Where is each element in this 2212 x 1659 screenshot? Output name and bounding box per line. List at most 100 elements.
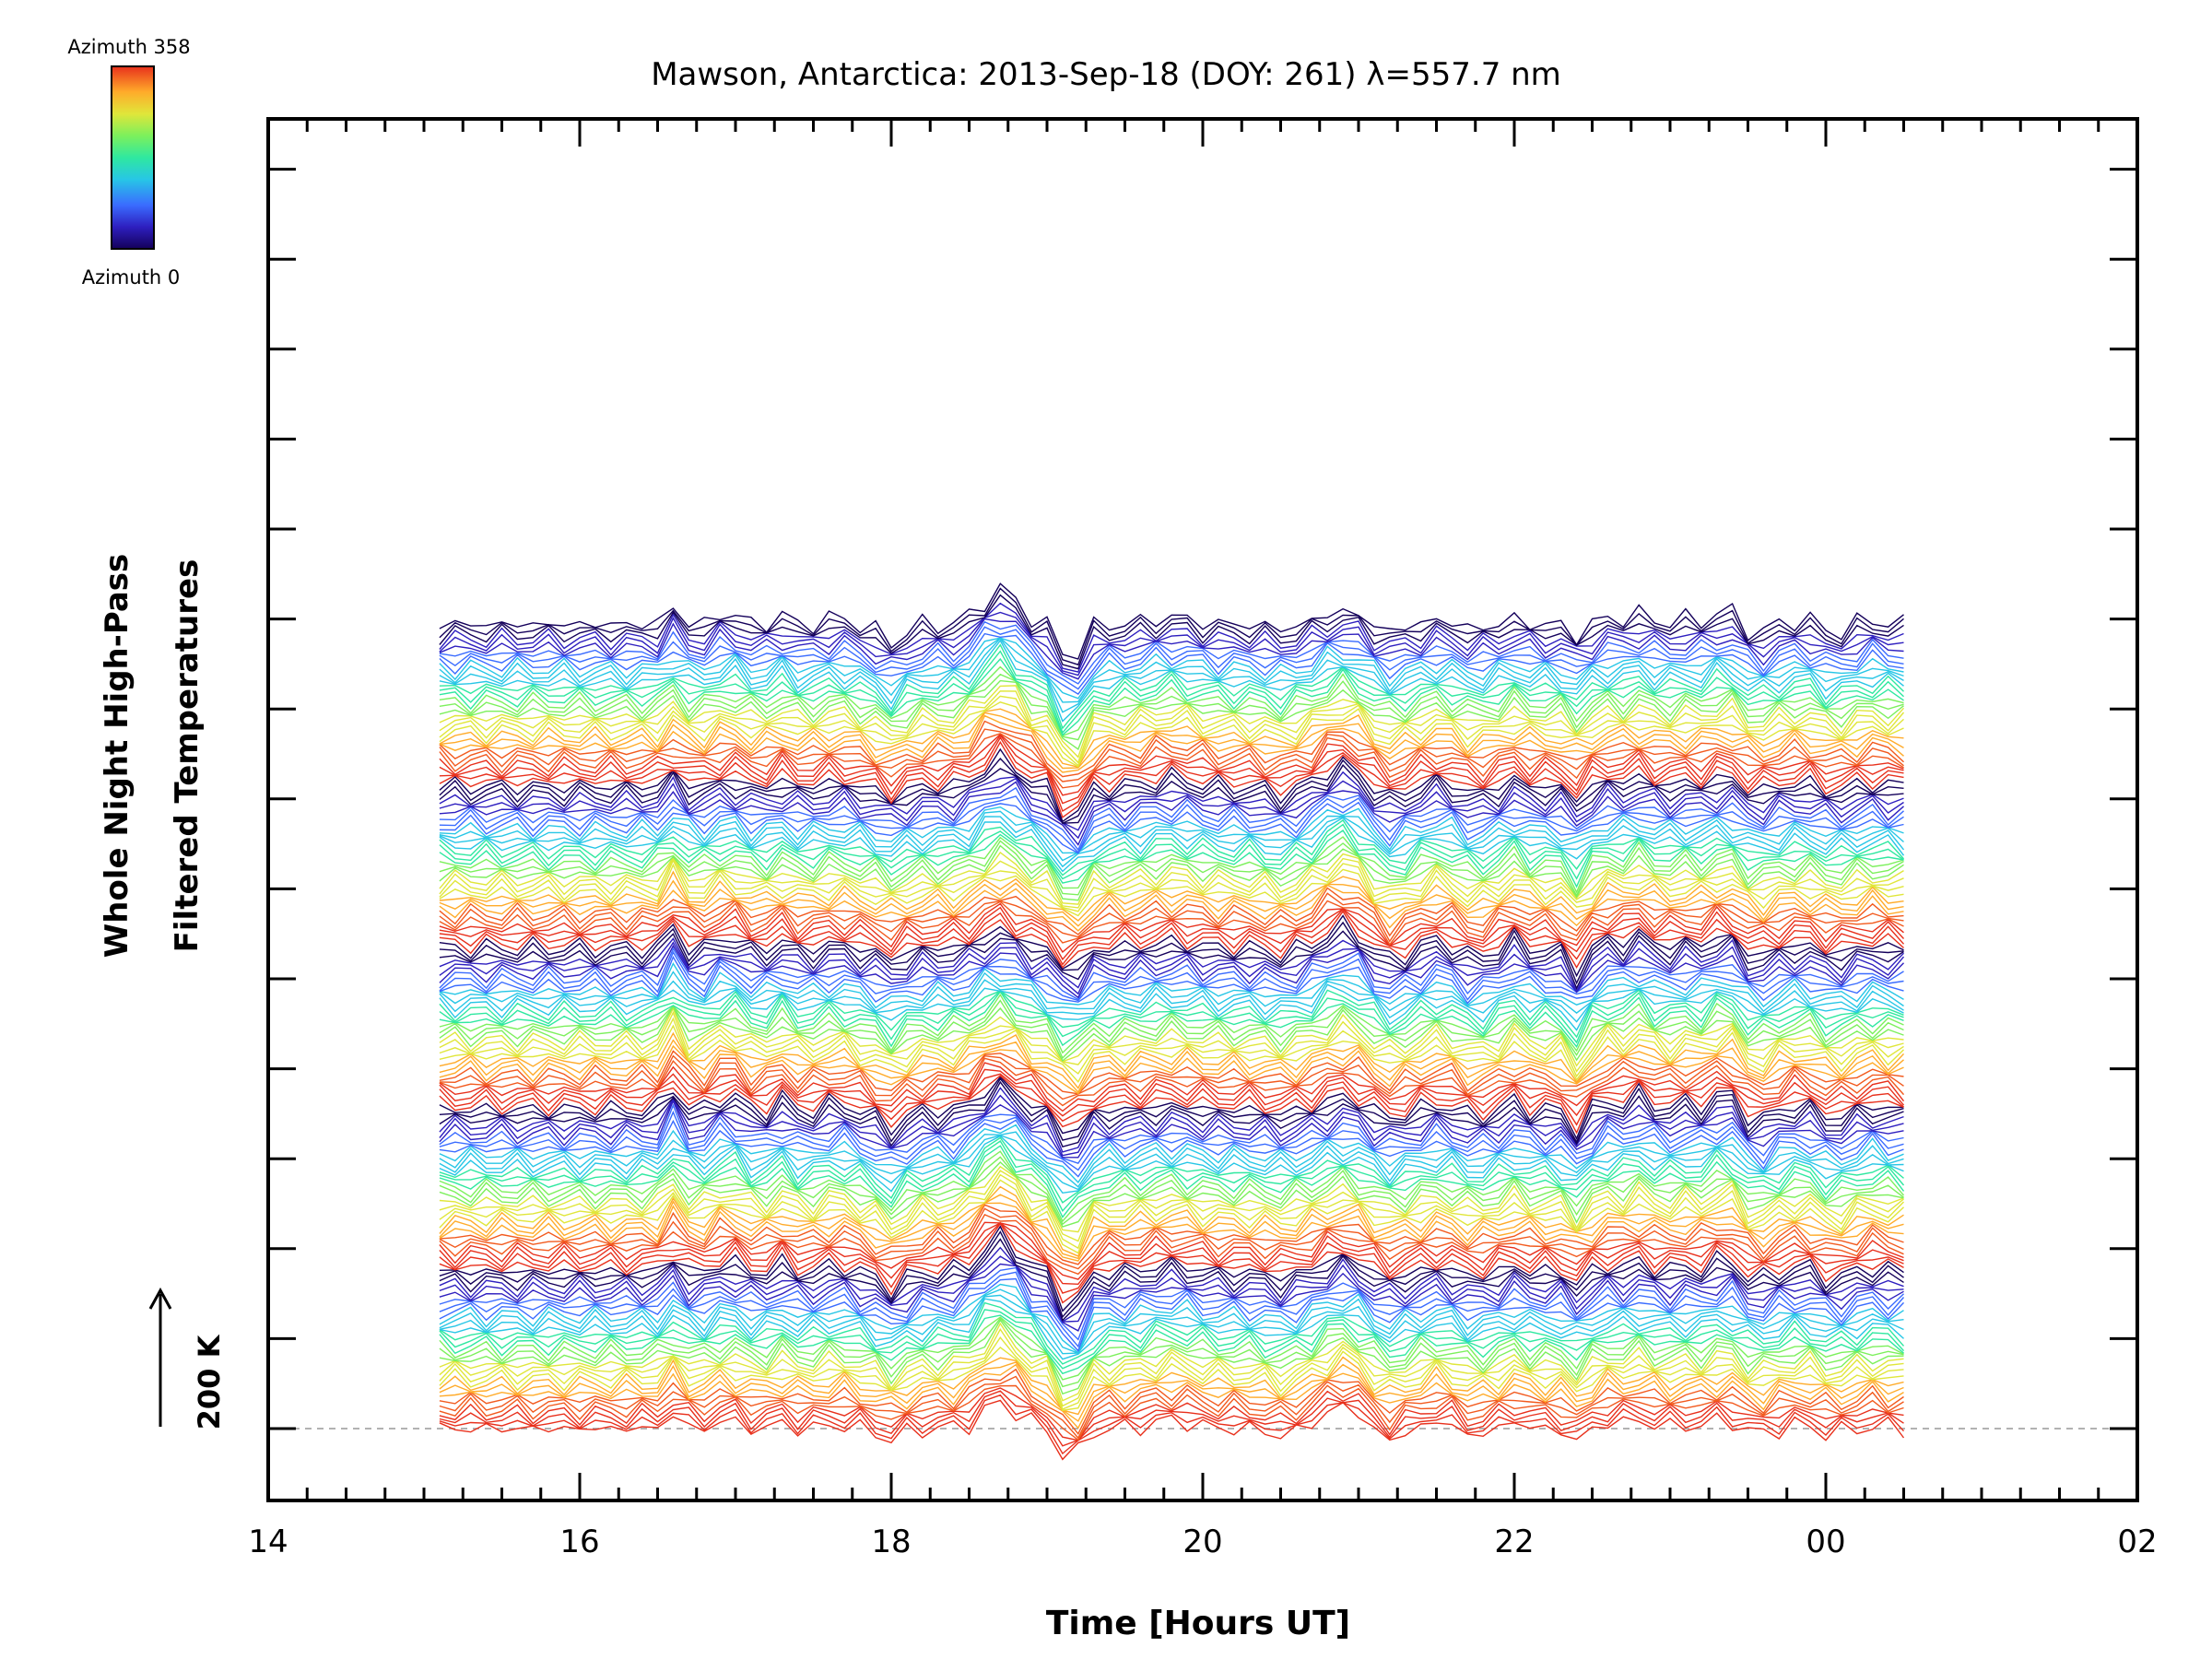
series-line: [439, 1017, 1904, 1078]
series-line: [439, 818, 1905, 877]
series-line: [439, 1204, 1904, 1265]
series-line: [439, 817, 1905, 873]
series-line: [439, 1050, 1904, 1095]
x-tick-label: 00: [1806, 1524, 1845, 1560]
x-tick-labels: 14 16 18 20 22 00 02: [248, 1524, 2157, 1560]
series-group: [439, 582, 1905, 1461]
series-line: [439, 795, 1904, 854]
series-line: [439, 801, 1904, 854]
series-line: [439, 1255, 1904, 1323]
colorbar: [111, 65, 155, 250]
series-line: [439, 1080, 1904, 1148]
series-line: [439, 1150, 1905, 1223]
series-line: [439, 830, 1904, 888]
series-line: [439, 1077, 1904, 1144]
series-line: [439, 1316, 1904, 1381]
series-line: [439, 892, 1904, 943]
series-line: [439, 747, 1904, 823]
series-line: [439, 637, 1904, 700]
series-line: [439, 1322, 1904, 1402]
series-line: [439, 994, 1904, 1054]
colorbar-bottom-label: Azimuth 0: [82, 266, 181, 288]
series-line: [439, 594, 1904, 670]
series-line: [439, 1145, 1905, 1218]
series-line: [439, 632, 1904, 696]
series-line: [439, 1099, 1904, 1159]
series-line: [439, 657, 1904, 736]
series-line: [439, 708, 1904, 768]
series-line: [439, 1277, 1905, 1352]
series-line: [439, 1361, 1904, 1422]
series-line: [439, 1387, 1904, 1441]
series-line: [439, 950, 1904, 1002]
series-line: [439, 701, 1904, 768]
series-line: [439, 1006, 1904, 1067]
x-tick-label: 22: [1494, 1524, 1534, 1560]
series-line: [439, 1094, 1904, 1157]
series-line: [439, 637, 1904, 703]
series-line: [439, 810, 1904, 862]
series-line: [439, 1390, 1904, 1447]
y-axis-label-line2: Filtered Temperatures: [169, 559, 206, 953]
series-line: [439, 1073, 1904, 1126]
series-line: [439, 735, 1904, 813]
series-line: [439, 733, 1904, 796]
series-line: [439, 1394, 1905, 1455]
series-line: [439, 1119, 1904, 1178]
series-line: [439, 1384, 1904, 1441]
series-line: [439, 1336, 1904, 1410]
series-line: [439, 1173, 1904, 1250]
series-line: [439, 1039, 1904, 1093]
series-line: [439, 1207, 1904, 1270]
chart-title: Mawson, Antarctica: 2013-Sep-18 (DOY: 26…: [651, 56, 1561, 93]
series-line: [439, 1368, 1904, 1435]
series-line: [439, 1356, 1904, 1416]
series-line: [439, 852, 1904, 905]
series-line: [439, 1363, 1904, 1430]
series-line: [439, 690, 1905, 764]
series-line: [439, 1266, 1904, 1341]
series-line: [439, 971, 1904, 1014]
series-line: [439, 1054, 1904, 1100]
series-line: [439, 1399, 1905, 1461]
series-line: [439, 856, 1904, 909]
series-line: [439, 720, 1904, 778]
series-line: [439, 740, 1904, 818]
series-line: [439, 999, 1904, 1060]
series-line: [439, 1202, 1904, 1262]
x-tick-label: 14: [248, 1524, 288, 1560]
series-line: [439, 620, 1904, 685]
series-line: [439, 910, 1904, 969]
series-line: [439, 914, 1904, 978]
series-line: [439, 1230, 1904, 1319]
series-line: [439, 858, 1904, 912]
series-line: [439, 734, 1904, 805]
series-line: [439, 1238, 1904, 1322]
series-line: [439, 695, 1904, 767]
series-line: [439, 1170, 1904, 1242]
series-line: [439, 1005, 1904, 1062]
series-line: [439, 1214, 1904, 1276]
axis-ticks: [266, 119, 2139, 1500]
scale-bar-label: 200 K: [192, 1334, 227, 1430]
x-tick-label: 20: [1182, 1524, 1222, 1560]
series-line: [439, 983, 1904, 1031]
series-line: [439, 1283, 1904, 1354]
series-line: [439, 1288, 1904, 1354]
x-tick-label: 16: [559, 1524, 599, 1560]
series-line: [439, 1161, 1904, 1228]
series-line: [439, 1222, 1904, 1286]
x-tick-label: 18: [871, 1524, 911, 1560]
series-line: [439, 823, 1904, 880]
series-line: [439, 728, 1904, 782]
series-line: [439, 626, 1904, 690]
series-line: [439, 602, 1904, 673]
series-line: [439, 979, 1904, 1023]
series-line: [439, 990, 1904, 1044]
series-line: [439, 947, 1904, 1001]
series-line: [439, 757, 1904, 825]
series-line: [439, 955, 1904, 1005]
series-line: [439, 665, 1904, 737]
series-line: [439, 941, 1905, 995]
